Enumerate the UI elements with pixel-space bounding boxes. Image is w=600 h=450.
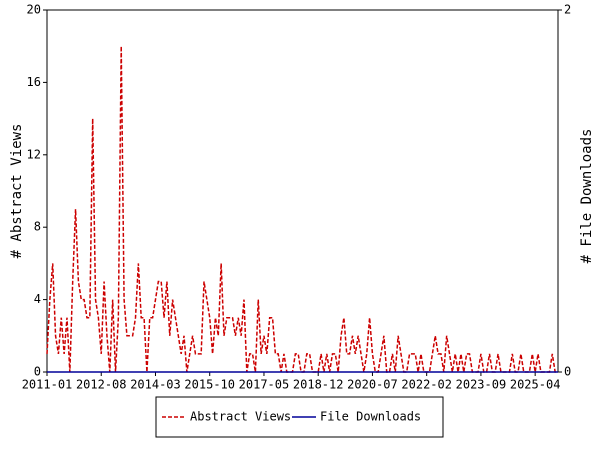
y-tick-label: 8 bbox=[34, 220, 41, 234]
y-tick-label: 20 bbox=[27, 3, 41, 17]
x-tick-label: 2020-07 bbox=[347, 378, 398, 392]
x-tick-label: 2017-05 bbox=[239, 378, 290, 392]
y2-axis-label: # File Downloads bbox=[579, 129, 595, 264]
x-tick-label: 2018-12 bbox=[293, 378, 344, 392]
legend-label: File Downloads bbox=[320, 410, 421, 424]
y-tick-label: 16 bbox=[27, 75, 41, 89]
y-tick-label: 0 bbox=[34, 365, 41, 379]
legend-label: Abstract Views bbox=[190, 410, 291, 424]
series-line bbox=[46, 46, 558, 373]
y2-tick-label: 2 bbox=[564, 3, 571, 17]
x-tick-label: 2023-09 bbox=[456, 378, 507, 392]
plot-frame bbox=[46, 9, 559, 373]
y-axis-label: # Abstract Views bbox=[9, 124, 25, 259]
x-tick-label: 2015-10 bbox=[184, 378, 235, 392]
x-tick-label: 2022-02 bbox=[401, 378, 452, 392]
x-tick-label: 2012-08 bbox=[76, 378, 127, 392]
y2-tick-label: 0 bbox=[564, 365, 571, 379]
x-tick-label: 2011-01 bbox=[22, 378, 73, 392]
x-tick-label: 2025-04 bbox=[510, 378, 561, 392]
y-tick-label: 12 bbox=[27, 147, 41, 161]
x-tick-label: 2014-03 bbox=[130, 378, 181, 392]
y-tick-label: 4 bbox=[34, 292, 41, 306]
